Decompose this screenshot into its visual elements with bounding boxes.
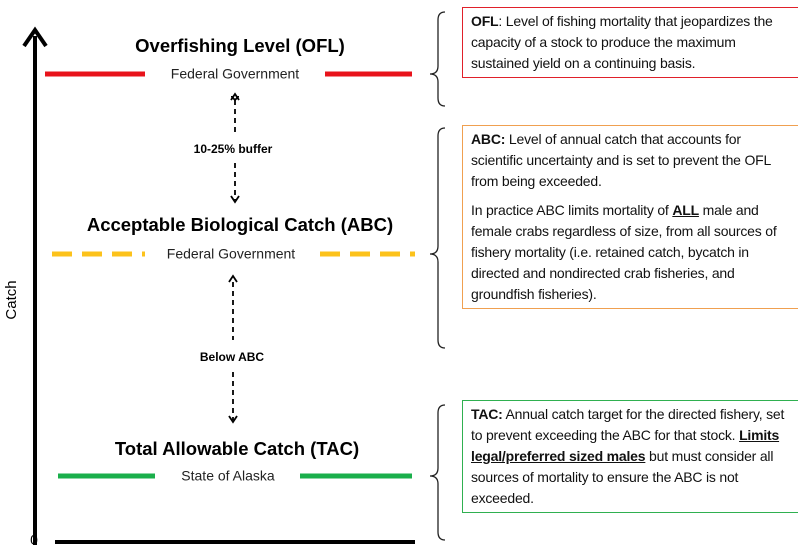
text: but must consider all sources of mortali… <box>471 448 774 506</box>
text: In practice ABC limits mortality of <box>471 202 673 218</box>
term: ABC: <box>471 131 506 147</box>
term: OFL <box>471 13 499 29</box>
axis-label: Catch <box>3 280 20 319</box>
text: : Level of fishing mortality that jeopar… <box>471 13 773 71</box>
definition-box: OFL: Level of fishing mortality that jeo… <box>462 7 798 78</box>
level-authority: Federal Government <box>167 246 296 262</box>
paragraph: OFL: Level of fishing mortality that jeo… <box>471 11 795 74</box>
brace <box>429 11 446 107</box>
arrowhead <box>230 195 240 204</box>
definition-box: TAC: Annual catch target for the directe… <box>462 400 798 513</box>
axis-origin: 0 <box>30 532 38 545</box>
text: male and female crabs regardless of size… <box>471 202 777 302</box>
level-title: Overfishing Level (OFL) <box>135 35 345 56</box>
brace <box>429 127 446 349</box>
arrowhead <box>228 274 238 283</box>
level-title: Acceptable Biological Catch (ABC) <box>87 214 393 235</box>
level-title: Total Allowable Catch (TAC) <box>115 438 359 459</box>
level-authority: Federal Government <box>171 66 300 82</box>
emphasis: Limits legal/preferred sized males <box>471 427 780 464</box>
text: Level of annual catch that accounts for … <box>471 131 771 189</box>
text: Annual catch target for the directed fis… <box>471 406 785 443</box>
brace <box>429 404 446 541</box>
axis-arrowhead <box>22 26 48 48</box>
paragraph: In practice ABC limits mortality of ALL … <box>471 200 795 305</box>
term: TAC: <box>471 406 503 422</box>
emphasis: ALL <box>672 202 699 218</box>
definition-box: ABC: Level of annual catch that accounts… <box>462 125 798 309</box>
arrowhead <box>230 92 240 101</box>
gap-label: 10-25% buffer <box>194 142 273 156</box>
paragraph: TAC: Annual catch target for the directe… <box>471 404 795 509</box>
paragraph: ABC: Level of annual catch that accounts… <box>471 129 795 192</box>
gap-label: Below ABC <box>200 350 265 364</box>
level-authority: State of Alaska <box>181 468 275 484</box>
arrowhead <box>228 415 238 424</box>
